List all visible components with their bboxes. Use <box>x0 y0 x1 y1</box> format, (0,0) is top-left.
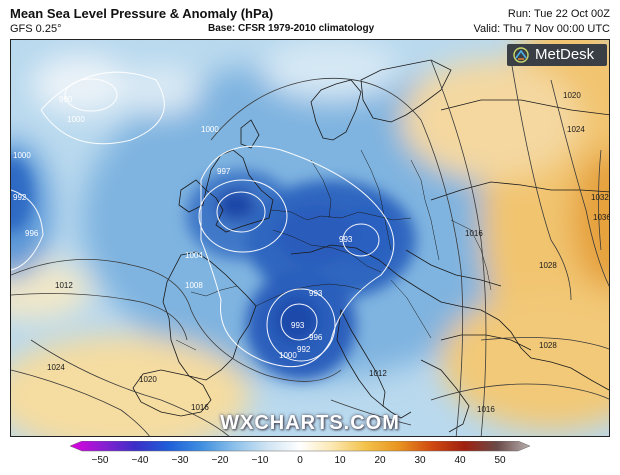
isobar-label: 996 <box>25 229 39 238</box>
colorbar: −50 −40 −30 −20 −10 0 10 20 30 40 50 <box>69 440 531 475</box>
isobar-label: 993 <box>309 289 323 298</box>
isobar-label: 1016 <box>465 229 483 238</box>
colorbar-tick-label: 20 <box>374 455 386 466</box>
isobar-label: 1028 <box>539 261 557 270</box>
metdesk-logo: MetDesk <box>507 44 607 66</box>
isobar-label: 1008 <box>185 281 203 290</box>
isobar-labels: 990 1000 1000 1000 992 996 997 1004 1008… <box>13 95 353 360</box>
isobars <box>11 71 395 368</box>
chart-title: Mean Sea Level Pressure & Anomaly (hPa) <box>10 6 274 21</box>
colorbar-tick-label: −20 <box>211 455 229 466</box>
watermark: WXCHARTS.COM <box>220 412 400 434</box>
colorbar-tick-label: 50 <box>494 455 506 466</box>
isobar-label: 1020 <box>139 375 157 384</box>
colorbar-tick-label: −50 <box>91 455 109 466</box>
isobar-label: 996 <box>309 333 323 342</box>
country-borders <box>175 149 492 351</box>
isobar-label: 993 <box>339 235 353 244</box>
isobar-label: 1024 <box>567 125 585 134</box>
metdesk-logo-text: MetDesk <box>535 46 595 63</box>
map-canvas: 990 1000 1000 1000 992 996 997 1004 1008… <box>11 40 610 436</box>
isobar-label: 992 <box>13 193 27 202</box>
isobar-label: 992 <box>297 345 311 354</box>
colorbar-tick-label: −30 <box>171 455 189 466</box>
pressure-map: 990 1000 1000 1000 992 996 997 1004 1008… <box>10 39 610 437</box>
metdesk-logo-icon <box>513 47 529 63</box>
isobar-label: 1012 <box>369 369 387 378</box>
chart-header: Mean Sea Level Pressure & Anomaly (hPa) … <box>0 0 620 40</box>
isobar-label: 1000 <box>201 125 219 134</box>
colorbar-tick-label: 30 <box>414 455 426 466</box>
colorbar-ramp <box>69 440 531 452</box>
isobar-label: 1000 <box>13 151 31 160</box>
coastlines <box>132 59 609 433</box>
isobar-label: 997 <box>217 167 231 176</box>
isobar-label: 1004 <box>185 251 203 260</box>
run-time-label: Run: Tue 22 Oct 00Z <box>507 8 610 20</box>
isobar-label: 1000 <box>67 115 85 124</box>
colorbar-tick-label: 10 <box>334 455 346 466</box>
isobar-label: 1036 <box>593 213 610 222</box>
isobar-label: 1032 <box>591 193 609 202</box>
colorbar-tick-label: 0 <box>297 455 303 466</box>
isobar-label: 1024 <box>47 363 65 372</box>
colorbar-tick-label: 40 <box>454 455 466 466</box>
isobar-label: 1016 <box>191 403 209 412</box>
colorbar-tick-label: −10 <box>251 455 269 466</box>
model-label: GFS 0.25° <box>10 23 62 35</box>
colorbar-tick-label: −40 <box>131 455 149 466</box>
isobar-label: 1016 <box>477 405 495 414</box>
isobar-label: 993 <box>291 321 305 330</box>
isobar-label: 1000 <box>279 351 297 360</box>
base-climatology-label: Base: CFSR 1979-2010 climatology <box>208 23 375 34</box>
isobar-label: 1028 <box>539 341 557 350</box>
valid-time-label: Valid: Thu 7 Nov 00:00 UTC <box>473 23 610 35</box>
isobar-label: 990 <box>59 95 73 104</box>
isobar-label: 1020 <box>563 91 581 100</box>
isobar-label: 1012 <box>55 281 73 290</box>
